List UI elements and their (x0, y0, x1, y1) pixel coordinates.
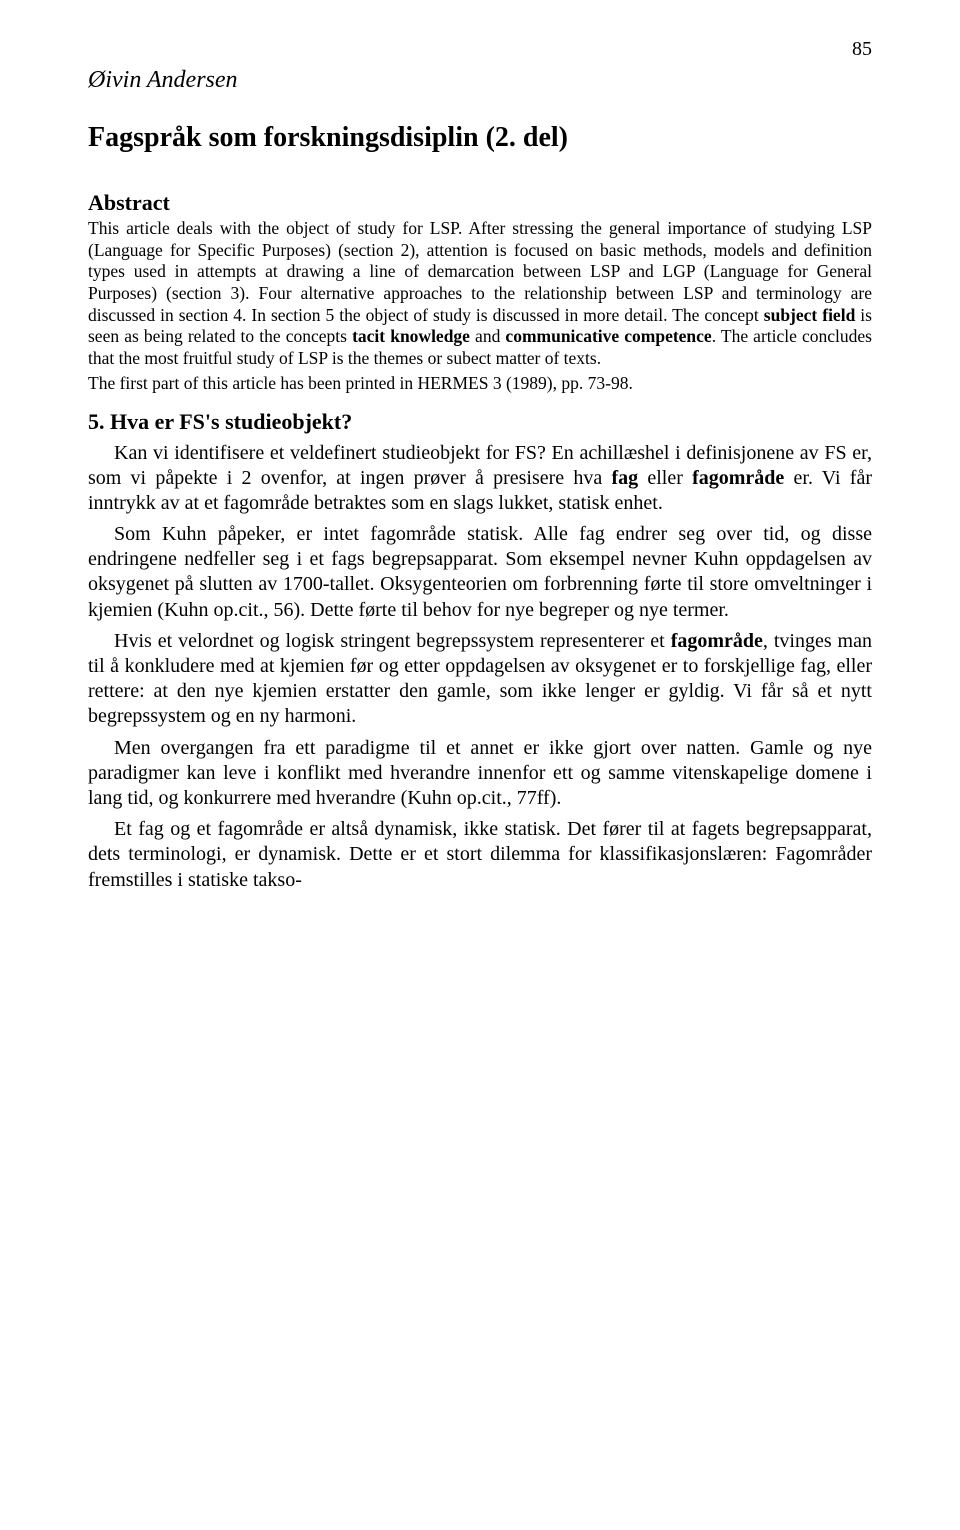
body-paragraph: Hvis et velordnet og logisk stringent be… (88, 629, 872, 730)
body-paragraph: Et fag og et fagområde er altså dynamisk… (88, 817, 872, 893)
page-number: 85 (88, 38, 872, 61)
abstract-heading: Abstract (88, 190, 872, 216)
author: Øivin Andersen (88, 67, 872, 94)
body-paragraph: Kan vi identifisere et veldefinert studi… (88, 441, 872, 517)
body-paragraph: Men overgangen fra ett paradigme til et … (88, 736, 872, 812)
body-paragraph: Som Kuhn påpeker, er intet fagområde sta… (88, 522, 872, 623)
article-title: Fagspråk som forskningsdisiplin (2. del) (88, 122, 872, 154)
abstract-text: This article deals with the object of st… (88, 218, 872, 370)
abstract-note: The first part of this article has been … (88, 373, 872, 395)
section-heading: 5. Hva er FS's studieobjekt? (88, 409, 872, 435)
